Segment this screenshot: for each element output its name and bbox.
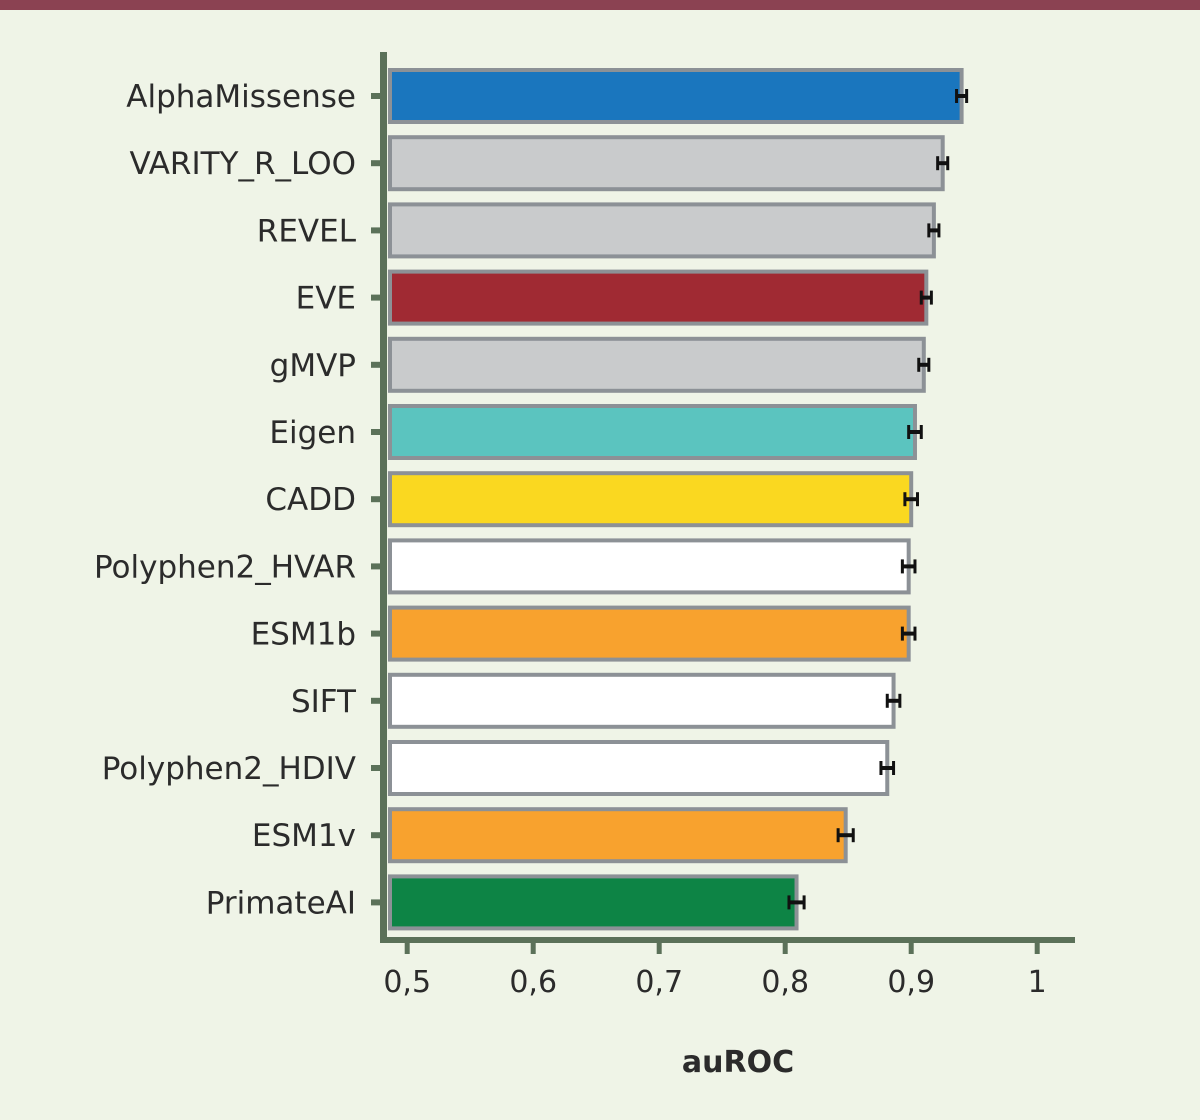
category-label-eve: EVE (296, 281, 356, 317)
y-tick-eigen (371, 429, 381, 435)
bar-polyphen2_hdiv (388, 740, 890, 796)
bar-polyphen2_hvar (388, 538, 911, 595)
x-tick-4 (908, 940, 914, 954)
x-tick-3 (782, 940, 788, 954)
bar-varity_r_loo (388, 135, 945, 192)
x-tick-2 (656, 940, 662, 954)
y-tick-eve (371, 294, 381, 301)
page-top-band (0, 0, 1200, 10)
x-tick-label-4: 0,9 (887, 965, 935, 1000)
x-tick-label-3: 0,8 (761, 965, 809, 1000)
x-tick-0 (404, 940, 410, 954)
category-label-sift: SIFT (291, 684, 357, 720)
y-tick-gmvp (371, 361, 381, 368)
category-label-polyphen2_hdiv: Polyphen2_HDIV (102, 751, 356, 787)
category-label-cadd: CADD (265, 482, 356, 518)
bar-gmvp (388, 336, 926, 393)
y-tick-varity_r_loo (371, 160, 381, 167)
category-label-esm1b: ESM1b (251, 617, 356, 653)
y-tick-revel (371, 227, 381, 234)
bar-esm1b (388, 605, 911, 662)
x-tick-5 (1034, 940, 1040, 954)
bar-primateai (388, 874, 799, 931)
bar-esm1v (388, 807, 848, 864)
bar-revel (388, 202, 936, 259)
category-label-esm1v: ESM1v (252, 818, 356, 854)
x-tick-label-2: 0,7 (635, 965, 683, 1000)
category-label-polyphen2_hvar: Polyphen2_HVAR (94, 549, 356, 585)
bar-sift (388, 672, 896, 729)
axes-layer (371, 52, 1075, 954)
category-label-varity_r_loo: VARITY_R_LOO (130, 146, 357, 182)
y-tick-esm1b (371, 630, 381, 637)
y-tick-primateai (371, 899, 381, 906)
category-label-eigen: Eigen (269, 415, 356, 451)
y-tick-alphamissense (371, 93, 381, 99)
y-tick-cadd (371, 496, 381, 503)
y-tick-esm1v (371, 832, 381, 839)
bar-eigen (388, 404, 917, 460)
y-axis-line (380, 52, 387, 943)
x-axis-title: auROC (682, 1045, 794, 1080)
x-tick-label-0: 0,5 (383, 965, 431, 1000)
category-label-revel: REVEL (257, 213, 357, 249)
y-tick-polyphen2_hvar (371, 563, 381, 570)
x-tick-1 (530, 940, 536, 954)
bar-alphamissense (388, 68, 964, 124)
bar-eve (388, 269, 929, 326)
x-axis-line (380, 937, 1075, 943)
x-tick-label-5: 1 (1028, 965, 1047, 1000)
bar-cadd (388, 471, 914, 528)
category-label-gmvp: gMVP (270, 348, 356, 384)
x-tick-label-1: 0,6 (509, 965, 557, 1000)
y-tick-sift (371, 697, 381, 704)
bars-layer (388, 68, 969, 931)
category-label-alphamissense: AlphaMissense (126, 79, 356, 115)
y-tick-polyphen2_hdiv (371, 765, 381, 771)
category-label-primateai: PrimateAI (206, 885, 356, 921)
labels-layer: AlphaMissense VARITY_R_LOO REVEL EVE gMVP Eig… (94, 79, 1047, 1000)
